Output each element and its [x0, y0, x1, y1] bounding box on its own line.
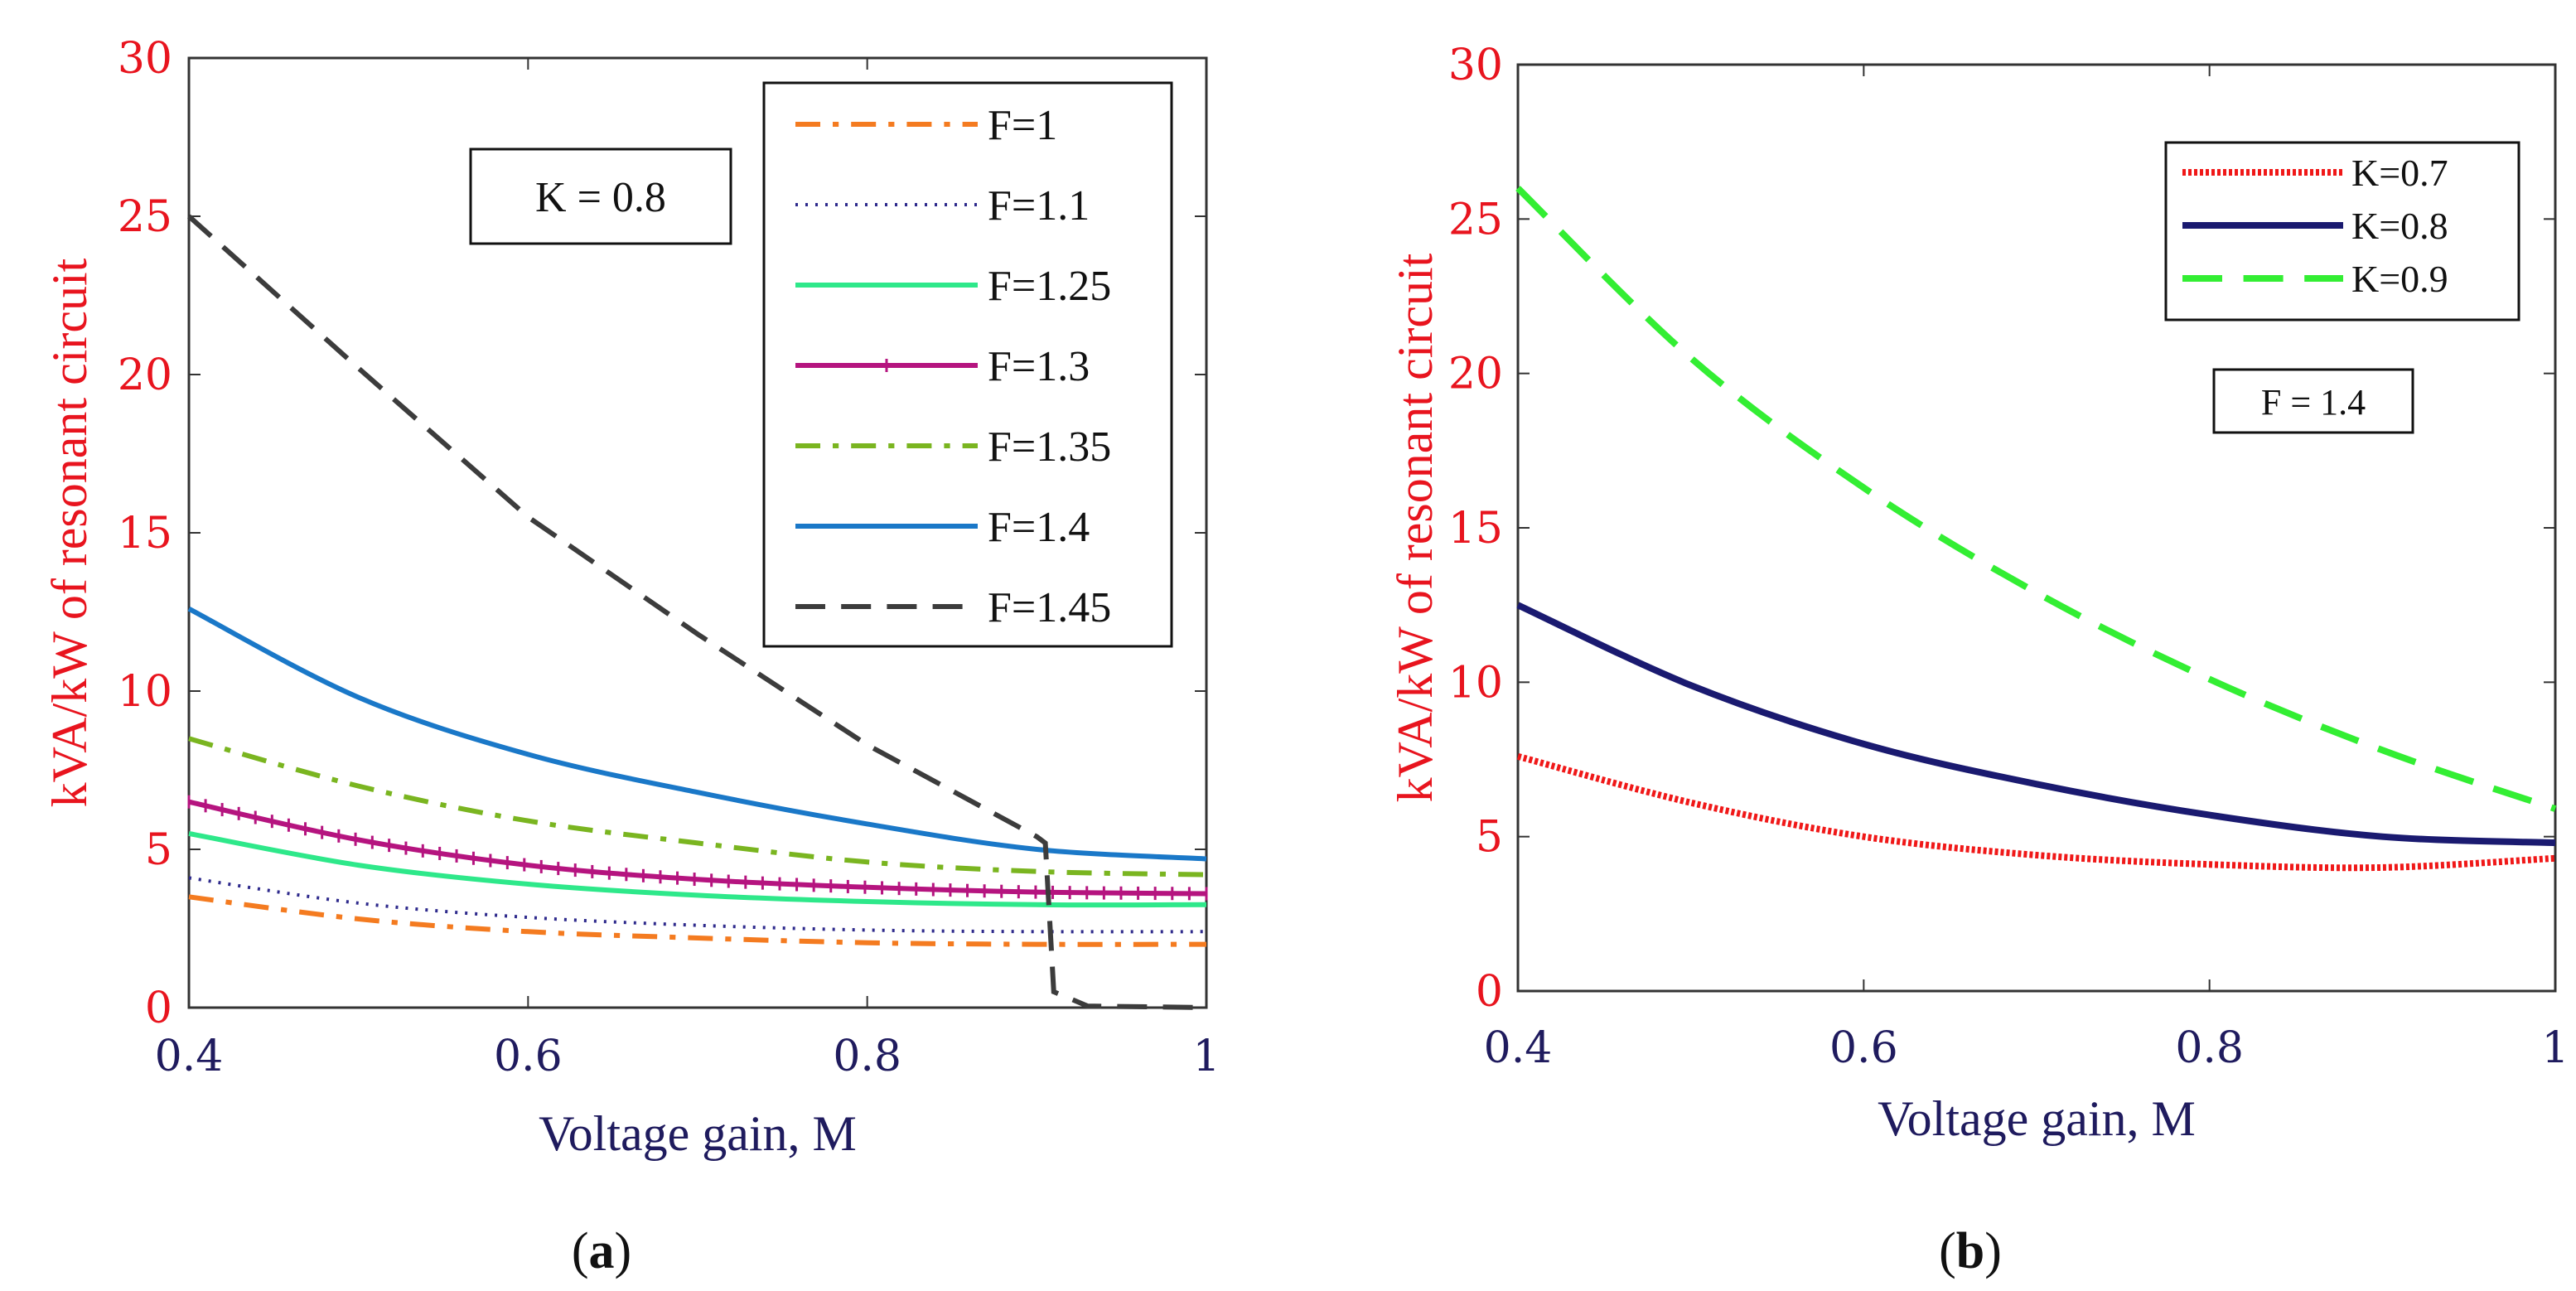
caption-b: (b): [1939, 1223, 2002, 1279]
legend-label: F=1.3: [988, 343, 1090, 390]
x-tick-label: 0.4: [1484, 1023, 1553, 1073]
series-line-k-0-7: [1516, 752, 2556, 872]
series-line-f-1-25: [188, 830, 1207, 908]
annotation-box-a: [469, 147, 732, 245]
x-tick-label: 0.8: [2175, 1023, 2244, 1073]
y-tick-label: 0: [1476, 967, 1503, 1017]
legend-label: K=0.7: [2351, 152, 2448, 194]
y-tick-label: 25: [1448, 195, 1503, 244]
axis-ticks-a: 0 5 10 15 20 25 30 0.4 0.6 0.8 1: [118, 34, 1220, 1081]
caption-a: (a): [572, 1223, 631, 1279]
legend-label: F=1: [988, 102, 1057, 149]
y-axis-title-a: kVA/kW of resonant circuit: [42, 258, 97, 807]
y-tick-label: 20: [1448, 350, 1503, 399]
series-line-f-1-4: [187, 607, 1207, 862]
y-tick-label: 15: [1448, 504, 1503, 554]
y-tick-label: 0: [145, 984, 172, 1033]
series-lines-a: [186, 214, 1208, 1010]
y-tick-label: 10: [1448, 658, 1503, 708]
y-tick-label: 15: [118, 509, 172, 558]
legend-label: F=1.35: [988, 423, 1111, 471]
y-tick-label: 30: [1448, 41, 1503, 90]
annotation-box-b: [2212, 368, 2414, 434]
series-line-f-1-1: [188, 876, 1207, 934]
legend-items-b: K=0.7 K=0.8 K=0.9: [2182, 152, 2448, 300]
series-line-f-1-35: [188, 736, 1207, 878]
legend-label: K=0.8: [2351, 205, 2448, 247]
x-axis-title-a: Voltage gain, M: [539, 1106, 857, 1161]
legend-label: F=1.45: [988, 584, 1111, 631]
series-lines-b: [1515, 186, 2557, 872]
series-line-f-1: [188, 894, 1207, 947]
y-tick-label: 25: [118, 192, 172, 242]
x-tick-label: 1: [2541, 1023, 2569, 1073]
axis-ticks-b: 0 5 10 15 20 25 30 0.4 0.6 0.8 1: [1448, 41, 2569, 1073]
y-tick-label: 5: [1476, 813, 1503, 863]
x-tick-label: 0.6: [494, 1032, 563, 1081]
x-axis-title-b: Voltage gain, M: [1878, 1091, 2196, 1146]
legend-label: K=0.9: [2351, 258, 2448, 300]
series-line-f-1-45: [186, 214, 1207, 1010]
annotation-b: F = 1.4: [2261, 382, 2366, 423]
annotation-a: K = 0.8: [535, 174, 666, 221]
x-tick-label: 1: [1192, 1032, 1220, 1081]
series-line-k-0-9: [1515, 186, 2557, 812]
y-tick-label: 10: [118, 667, 172, 717]
legend-label: F=1.25: [988, 263, 1111, 310]
y-axis-title-b: kVA/kW of resonant circuit: [1388, 253, 1443, 802]
series-line-k-0-8: [1516, 602, 2556, 847]
legend-label: F=1.1: [988, 182, 1090, 230]
y-tick-label: 5: [145, 825, 172, 875]
x-tick-label: 0.6: [1829, 1023, 1898, 1073]
y-tick-label: 30: [118, 34, 172, 84]
x-tick-label: 0.4: [155, 1032, 224, 1081]
y-tick-label: 20: [118, 351, 172, 400]
x-tick-label: 0.8: [833, 1032, 901, 1081]
legend-items-a: F=1 F=1.1 F=1.25 F=1.3 F=1.35 F=1.4 F=1.45: [795, 102, 1111, 631]
legend-label: F=1.4: [988, 504, 1090, 551]
